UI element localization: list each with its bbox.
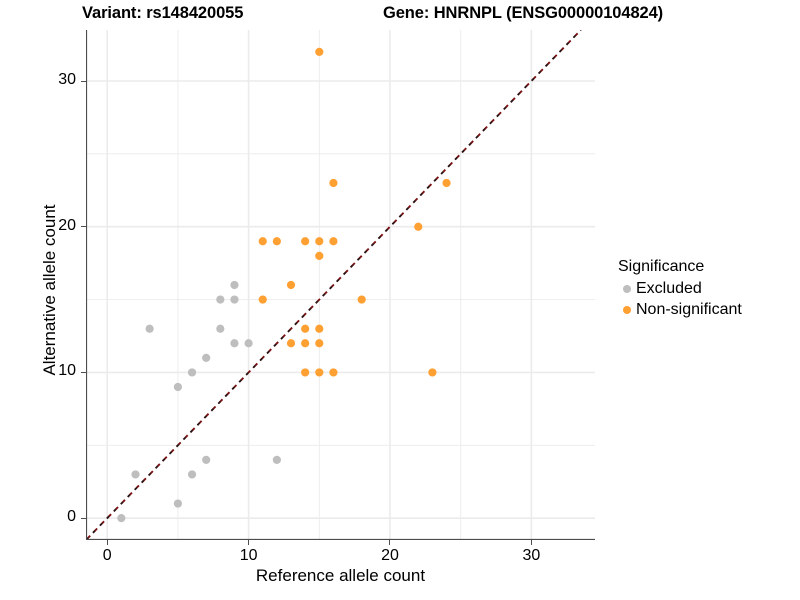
data-point[interactable] — [329, 178, 338, 188]
reference-line-overlay — [86, 30, 582, 540]
series-non-significant — [258, 47, 451, 377]
title-row: Variant: rs148420055 Gene: HNRNPL (ENSG0… — [0, 4, 720, 28]
data-point[interactable] — [286, 280, 296, 290]
y-tick-mark — [81, 80, 86, 82]
data-point[interactable] — [230, 295, 239, 304]
data-point[interactable] — [187, 368, 197, 377]
data-point[interactable] — [272, 237, 281, 246]
data-point[interactable] — [442, 178, 451, 188]
variant-title: Variant: rs148420055 — [82, 4, 244, 22]
data-point[interactable] — [357, 295, 366, 304]
y-tick-label: 0 — [67, 508, 76, 526]
data-point[interactable] — [315, 251, 324, 260]
plot-background — [86, 30, 595, 540]
legend-item-non-significant[interactable]: Non-significant — [618, 299, 798, 320]
data-point[interactable] — [428, 368, 437, 377]
y-axis-title: Alternative allele count — [40, 204, 59, 376]
data-point[interactable] — [301, 237, 310, 246]
y-tick-label: 20 — [58, 216, 76, 234]
y-tick-mark — [81, 226, 86, 228]
data-point[interactable] — [414, 222, 423, 231]
y-tick-mark — [81, 371, 86, 373]
data-point[interactable] — [329, 368, 338, 377]
legend-items: Excluded Non-significant — [618, 278, 798, 320]
legend-dot-icon-non-significant — [618, 305, 636, 314]
legend: Significance Excluded Non-significant — [618, 258, 798, 320]
x-tick-mark — [530, 540, 532, 545]
gene-title: Gene: HNRNPL (ENSG00000104824) — [383, 4, 664, 22]
y-tick-label: 10 — [58, 362, 76, 380]
grid-major — [86, 30, 595, 540]
data-point[interactable] — [315, 237, 324, 246]
data-point[interactable] — [202, 353, 211, 362]
y-tick-mark — [81, 517, 86, 519]
data-point[interactable] — [315, 47, 324, 56]
x-axis-title: Reference allele count — [255, 566, 426, 585]
series-excluded — [117, 280, 281, 523]
x-tick-mark — [106, 540, 108, 545]
data-point[interactable] — [315, 324, 324, 333]
data-point[interactable] — [216, 324, 225, 333]
data-point[interactable] — [230, 339, 239, 348]
data-point[interactable] — [173, 499, 183, 508]
y-tick-label: 30 — [58, 71, 76, 88]
x-tick-mark — [389, 540, 391, 545]
data-point[interactable] — [301, 368, 310, 377]
legend-dot-icon-excluded — [618, 284, 636, 293]
x-tick-label: 0 — [102, 547, 112, 564]
legend-label: Excluded — [636, 279, 702, 297]
data-point[interactable] — [286, 339, 296, 348]
data-point[interactable] — [258, 237, 267, 246]
data-point[interactable] — [272, 455, 281, 464]
data-point[interactable] — [216, 295, 225, 304]
data-point[interactable] — [230, 280, 239, 290]
data-point[interactable] — [315, 339, 324, 348]
data-point[interactable] — [131, 470, 140, 479]
x-tick-label: 20 — [381, 547, 399, 564]
data-point[interactable] — [187, 470, 197, 479]
data-point[interactable] — [301, 339, 310, 348]
data-point[interactable] — [173, 382, 183, 392]
x-tick-label: 30 — [522, 547, 541, 564]
legend-label: Non-significant — [636, 300, 742, 318]
data-point[interactable] — [117, 514, 126, 523]
data-point[interactable] — [315, 368, 324, 377]
data-point[interactable] — [202, 455, 211, 464]
legend-item-excluded[interactable]: Excluded — [618, 278, 798, 299]
plot-panel — [86, 30, 595, 540]
data-point[interactable] — [145, 324, 154, 333]
data-point[interactable] — [244, 339, 253, 348]
legend-title: Significance — [618, 258, 705, 275]
data-point[interactable] — [258, 295, 267, 304]
x-tick-label: 10 — [239, 547, 258, 564]
data-point[interactable] — [329, 237, 338, 246]
data-point[interactable] — [301, 324, 310, 333]
scatter-plot — [86, 30, 595, 540]
grid-minor — [86, 30, 595, 540]
x-tick-mark — [248, 540, 250, 545]
